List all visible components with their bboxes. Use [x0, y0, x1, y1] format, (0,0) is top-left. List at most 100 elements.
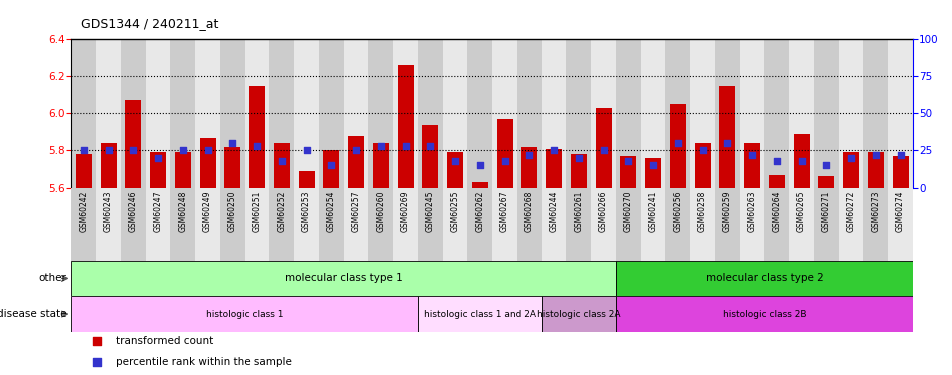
Point [645, 162, 660, 168]
Bar [71, 188, 96, 261]
Text: GSM60247: GSM60247 [153, 190, 163, 232]
Bar [664, 188, 689, 261]
Bar [393, 188, 418, 261]
Bar [714, 188, 739, 261]
Bar [739, 188, 764, 261]
Point [348, 147, 364, 153]
Point [620, 158, 635, 164]
Bar [71, 296, 418, 332]
Bar [739, 39, 764, 188]
Point [595, 147, 610, 153]
Point [299, 147, 314, 153]
Bar [125, 100, 141, 188]
Bar [788, 39, 813, 188]
Text: GSM60270: GSM60270 [624, 190, 632, 232]
Text: GSM60272: GSM60272 [845, 190, 855, 232]
Point [398, 143, 413, 149]
Point [719, 140, 734, 146]
Bar [101, 143, 116, 188]
Point [472, 162, 487, 168]
Bar [793, 134, 809, 188]
Text: GSM60262: GSM60262 [475, 190, 484, 232]
Bar [323, 150, 339, 188]
Text: molecular class type 1: molecular class type 1 [285, 273, 402, 284]
Text: GSM60245: GSM60245 [426, 190, 434, 232]
Text: GSM60244: GSM60244 [549, 190, 558, 232]
Text: GSM60261: GSM60261 [574, 190, 583, 232]
Point [274, 158, 289, 164]
Text: GSM60259: GSM60259 [722, 190, 731, 232]
Bar [121, 188, 146, 261]
Bar [220, 188, 245, 261]
Point [249, 143, 265, 149]
Bar [570, 154, 586, 188]
Text: GSM60257: GSM60257 [351, 190, 360, 232]
Text: GSM60273: GSM60273 [870, 190, 880, 232]
Point [373, 143, 388, 149]
Point [447, 158, 463, 164]
Bar [174, 152, 190, 188]
Bar [368, 39, 393, 188]
Bar [719, 86, 735, 188]
Bar [620, 156, 636, 188]
Text: GSM60254: GSM60254 [327, 190, 335, 232]
Point [150, 155, 166, 161]
Bar [640, 39, 664, 188]
Bar [418, 296, 541, 332]
Bar [744, 143, 760, 188]
Text: GSM60253: GSM60253 [302, 190, 310, 232]
Bar [96, 39, 121, 188]
Text: GSM60266: GSM60266 [599, 190, 607, 232]
Bar [269, 39, 294, 188]
Bar [149, 152, 166, 188]
Text: GSM60265: GSM60265 [796, 190, 805, 232]
Bar [294, 39, 319, 188]
Point [324, 162, 339, 168]
Text: GSM60274: GSM60274 [895, 190, 904, 232]
Bar [146, 188, 170, 261]
Text: GSM60267: GSM60267 [500, 190, 508, 232]
Bar [195, 188, 220, 261]
Bar [146, 39, 170, 188]
Text: GSM60271: GSM60271 [821, 190, 830, 232]
Point [175, 147, 190, 153]
Text: GDS1344 / 240211_at: GDS1344 / 240211_at [81, 17, 218, 30]
Text: transformed count: transformed count [116, 336, 213, 346]
Text: GSM60258: GSM60258 [698, 190, 706, 232]
Text: GSM60260: GSM60260 [376, 190, 385, 232]
Bar [615, 188, 640, 261]
Text: GSM60255: GSM60255 [450, 190, 459, 232]
Point [545, 147, 561, 153]
Bar [443, 39, 467, 188]
Bar [863, 188, 887, 261]
Text: GSM60264: GSM60264 [771, 190, 781, 232]
Bar [768, 174, 784, 188]
Bar [418, 188, 443, 261]
Point [521, 152, 536, 158]
Point [101, 147, 116, 153]
Point [768, 158, 783, 164]
Text: histologic class 1: histologic class 1 [206, 310, 283, 319]
Bar [248, 86, 265, 188]
Point [669, 140, 684, 146]
Bar [269, 188, 294, 261]
Bar [372, 143, 388, 188]
Point [89, 359, 105, 365]
Bar [664, 39, 689, 188]
Point [76, 147, 91, 153]
Text: molecular class type 2: molecular class type 2 [704, 273, 823, 284]
Bar [615, 39, 640, 188]
Bar [516, 188, 541, 261]
Text: histologic class 2A: histologic class 2A [537, 310, 620, 319]
Bar [418, 39, 443, 188]
Point [126, 147, 141, 153]
Bar [121, 39, 146, 188]
Bar [245, 188, 269, 261]
Bar [422, 124, 438, 188]
Bar [516, 39, 541, 188]
Point [225, 140, 240, 146]
Bar [471, 182, 487, 188]
Bar [764, 188, 788, 261]
Text: GSM60248: GSM60248 [178, 190, 188, 232]
Point [793, 158, 808, 164]
